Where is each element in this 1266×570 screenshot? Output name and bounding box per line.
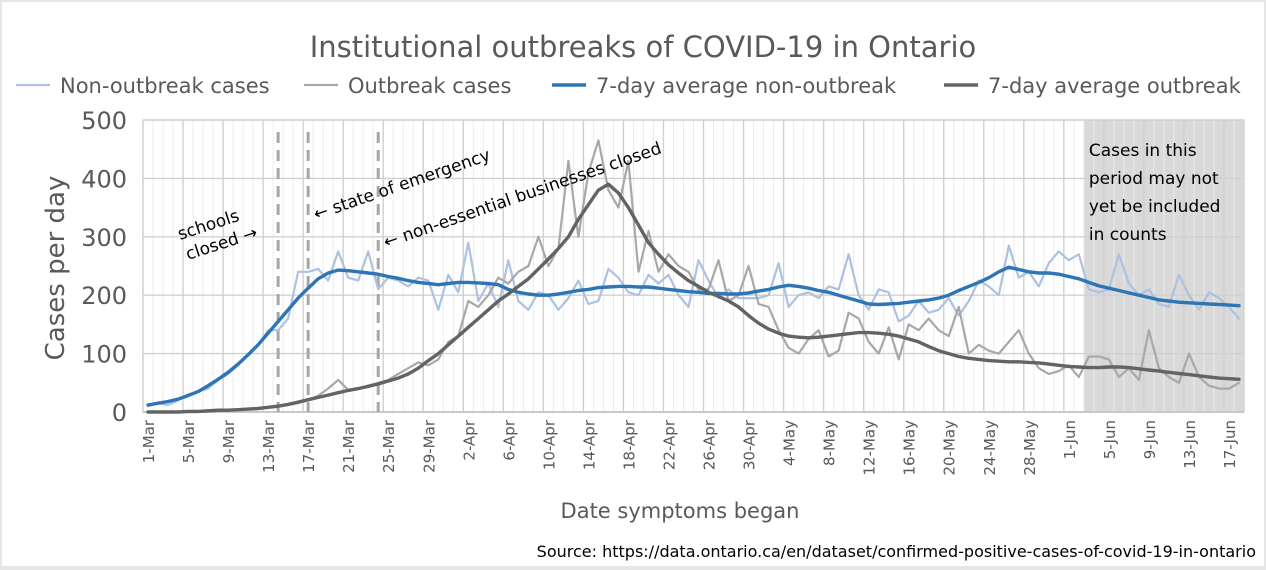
x-tick-label: 13-Mar [260, 419, 278, 473]
shaded-region-note-line: period may not [1089, 169, 1219, 189]
plot-border [142, 119, 1245, 413]
y-tick-label: 0 [112, 399, 127, 427]
x-tick-label: 1-Mar [140, 419, 158, 463]
x-tick-label: 5-Mar [180, 419, 198, 463]
x-tick-label: 12-May [861, 420, 879, 476]
x-tick-label: 14-Apr [580, 419, 598, 470]
series-layer [146, 139, 1241, 414]
y-axis-label: Cases per day [41, 176, 71, 361]
y-tick-label: 400 [81, 165, 127, 193]
x-tick-label: 22-Apr [661, 419, 679, 470]
x-tick-label: 17-Jun [1221, 420, 1239, 469]
y-tick-label: 200 [81, 282, 127, 310]
x-tick-label: 8-May [821, 420, 839, 466]
x-tick-label: 10-Apr [540, 419, 558, 470]
source-note: Source: https://data.ontario.ca/en/datas… [537, 542, 1256, 561]
legend-label: 7-day average non-outbreak [596, 74, 897, 98]
x-tick-label: 6-Apr [500, 419, 518, 460]
series-line-outbreak [146, 139, 1241, 414]
x-tick-label: 9-Jun [1141, 420, 1159, 459]
legend: Non-outbreak cases Outbreak cases 7-day av… [16, 74, 1242, 98]
series-line-avg-non-outbreak [146, 265, 1241, 407]
x-tick-label: 5-Jun [1101, 420, 1119, 459]
x-tick-label: 4-May [781, 420, 799, 466]
x-tick-label: 25-Mar [380, 419, 398, 473]
y-tick-label: 300 [81, 224, 127, 252]
x-tick-label: 17-Mar [300, 419, 318, 473]
x-tick-label: 1-Jun [1061, 420, 1079, 459]
y-tick-layer: 0 100 200 300 400 500 [81, 107, 127, 427]
grid-layer [142, 119, 1245, 413]
y-tick-label: 500 [81, 107, 127, 135]
x-tick-label: 2-Apr [460, 419, 478, 460]
x-tick-label: 18-Apr [620, 419, 638, 470]
x-tick-label: 26-Apr [701, 419, 719, 470]
legend-label: 7-day average outbreak [988, 74, 1242, 98]
x-tick-label: 9-Mar [220, 419, 238, 463]
y-tick-label: 100 [81, 341, 127, 369]
x-axis-label: Date symptoms began [561, 499, 800, 523]
x-tick-label: 20-May [941, 420, 959, 476]
legend-label: Non-outbreak cases [60, 74, 270, 98]
x-tick-label: 16-May [901, 420, 919, 476]
marker-layer [276, 132, 380, 412]
x-tick-layer: 1-Mar 5-Mar 9-Mar 13-Mar 17-Mar 21-Mar 25-Mar 2… [140, 419, 1239, 475]
x-tick-label: 24-May [981, 420, 999, 476]
legend-label: Outbreak cases [348, 74, 511, 98]
x-tick-label: 30-Apr [741, 419, 759, 470]
x-tick-label: 28-May [1021, 420, 1039, 476]
chart-title: Institutional outbreaks of COVID-19 in O… [310, 30, 977, 64]
x-tick-label: 13-Jun [1181, 420, 1199, 469]
shaded-region-note-line: in counts [1089, 225, 1167, 245]
x-tick-label: 21-Mar [340, 419, 358, 473]
x-tick-label: 29-Mar [420, 419, 438, 473]
shaded-region-note-line: yet be included [1089, 197, 1221, 217]
shaded-region-label: Cases in this period may not yet be includ… [1089, 141, 1221, 245]
shaded-region-note-line: Cases in this [1089, 141, 1197, 161]
series-line-avg-outbreak [146, 182, 1241, 414]
